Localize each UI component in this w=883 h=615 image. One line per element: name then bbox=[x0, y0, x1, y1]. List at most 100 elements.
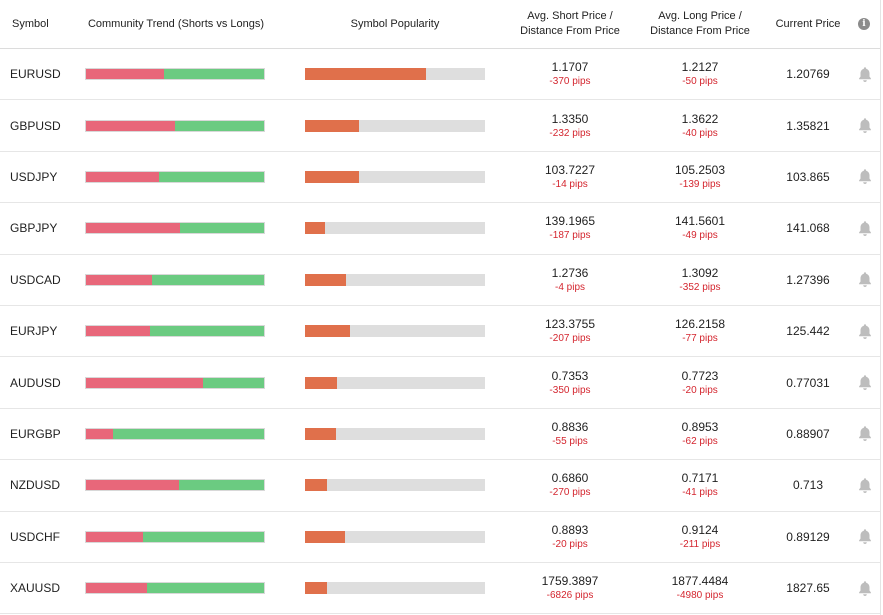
bell-icon[interactable] bbox=[857, 580, 873, 597]
header-current-price[interactable]: Current Price bbox=[775, 17, 841, 30]
alert-cell bbox=[856, 49, 874, 99]
popularity-fill bbox=[305, 273, 347, 286]
table-row[interactable]: EURJPY 123.3755 -207 pips 126.2158 -77 p… bbox=[0, 306, 880, 358]
avg-short-price: 1759.3897 bbox=[541, 574, 599, 589]
symbol-name[interactable]: GBPUSD bbox=[10, 118, 61, 133]
popularity-fill bbox=[305, 582, 327, 595]
bell-icon[interactable] bbox=[857, 220, 873, 237]
popularity-fill bbox=[305, 479, 327, 492]
short-distance-pips: -350 pips bbox=[549, 384, 591, 396]
avg-short-cell: 1.3350 -232 pips bbox=[510, 100, 630, 150]
long-distance-pips: -40 pips bbox=[682, 127, 718, 139]
popularity-fill bbox=[305, 325, 350, 338]
symbol-name[interactable]: USDCHF bbox=[10, 529, 60, 544]
symbol-name[interactable]: XAUUSD bbox=[10, 581, 61, 596]
symbol-name[interactable]: EURJPY bbox=[10, 324, 58, 339]
table-body: EURUSD 1.1707 -370 pips 1.2127 -50 pips … bbox=[0, 49, 880, 615]
symbol-name[interactable]: NZDUSD bbox=[10, 478, 60, 493]
avg-short-price: 1.2736 bbox=[551, 265, 589, 280]
table-row[interactable]: EURGBP 0.8836 -55 pips 0.8953 -62 pips 0… bbox=[0, 409, 880, 461]
bell-icon[interactable] bbox=[857, 271, 873, 288]
avg-long-price: 105.2503 bbox=[674, 162, 726, 177]
community-trend-cell bbox=[85, 100, 265, 150]
table-row[interactable]: USDCHF 0.8893 -20 pips 0.9124 -211 pips … bbox=[0, 512, 880, 563]
bell-icon[interactable] bbox=[857, 425, 873, 442]
symbol-popularity-cell bbox=[305, 512, 485, 562]
header-symbol[interactable]: Symbol bbox=[12, 17, 49, 30]
community-trend-cell bbox=[85, 203, 265, 253]
header-avg-short-price[interactable]: Avg. Short Price / Distance From Price bbox=[512, 0, 628, 48]
avg-short-price: 139.1965 bbox=[544, 214, 596, 229]
alert-cell bbox=[856, 460, 874, 510]
avg-long-price: 1.2127 bbox=[681, 60, 719, 75]
avg-short-cell: 103.7227 -14 pips bbox=[510, 152, 630, 202]
bell-icon[interactable] bbox=[857, 168, 873, 185]
community-trend-cell bbox=[85, 460, 265, 510]
avg-long-cell: 105.2503 -139 pips bbox=[640, 152, 760, 202]
shorts-segment bbox=[86, 223, 181, 234]
table-row[interactable]: NZDUSD 0.6860 -270 pips 0.7171 -41 pips … bbox=[0, 460, 880, 512]
table-row[interactable]: USDJPY 103.7227 -14 pips 105.2503 -139 p… bbox=[0, 152, 880, 204]
longs-segment bbox=[151, 274, 264, 285]
avg-short-price: 103.7227 bbox=[544, 162, 596, 177]
popularity-bar bbox=[305, 427, 485, 440]
symbol-name[interactable]: EURGBP bbox=[10, 426, 61, 441]
bell-icon[interactable] bbox=[857, 117, 873, 134]
alert-cell bbox=[856, 306, 874, 356]
table-row[interactable]: GBPUSD 1.3350 -232 pips 1.3622 -40 pips … bbox=[0, 100, 880, 152]
avg-long-cell: 0.7171 -41 pips bbox=[640, 460, 760, 510]
community-trend-bar bbox=[85, 427, 265, 440]
bell-icon[interactable] bbox=[857, 374, 873, 391]
header-symbol-popularity[interactable]: Symbol Popularity bbox=[350, 17, 440, 30]
community-trend-bar bbox=[85, 222, 265, 235]
symbol-name[interactable]: AUDUSD bbox=[10, 375, 61, 390]
avg-short-cell: 123.3755 -207 pips bbox=[510, 306, 630, 356]
symbol-name[interactable]: EURUSD bbox=[10, 67, 61, 82]
popularity-bar bbox=[305, 325, 485, 338]
bell-icon[interactable] bbox=[857, 477, 873, 494]
avg-long-cell: 1.3092 -352 pips bbox=[640, 255, 760, 305]
popularity-bar bbox=[305, 582, 485, 595]
popularity-fill bbox=[305, 119, 359, 132]
community-trend-cell bbox=[85, 306, 265, 356]
table-row[interactable]: AUDUSD 0.7353 -350 pips 0.7723 -20 pips … bbox=[0, 357, 880, 409]
header-community-trend[interactable]: Community Trend (Shorts vs Longs) bbox=[87, 17, 265, 30]
avg-long-price: 1.3622 bbox=[681, 111, 719, 126]
avg-short-price: 0.6860 bbox=[551, 471, 589, 486]
symbol-popularity-cell bbox=[305, 152, 485, 202]
community-trend-bar bbox=[85, 68, 265, 81]
shorts-segment bbox=[86, 274, 152, 285]
avg-short-price: 0.8893 bbox=[551, 522, 589, 537]
shorts-segment bbox=[86, 120, 175, 131]
community-trend-bar bbox=[85, 273, 265, 286]
table-row[interactable]: USDCAD 1.2736 -4 pips 1.3092 -352 pips 1… bbox=[0, 255, 880, 306]
table-row[interactable]: XAUUSD 1759.3897 -6826 pips 1877.4484 -4… bbox=[0, 563, 880, 615]
table-header: Symbol Community Trend (Shorts vs Longs)… bbox=[0, 0, 880, 49]
popularity-fill bbox=[305, 427, 336, 440]
table-row[interactable]: EURUSD 1.1707 -370 pips 1.2127 -50 pips … bbox=[0, 49, 880, 101]
long-distance-pips: -77 pips bbox=[682, 333, 718, 345]
bell-icon[interactable] bbox=[857, 323, 873, 340]
header-avg-long-price[interactable]: Avg. Long Price / Distance From Price bbox=[642, 0, 758, 48]
current-price: 1.27396 bbox=[786, 272, 830, 287]
header-info[interactable]: i bbox=[855, 0, 873, 48]
bell-icon[interactable] bbox=[857, 66, 873, 83]
shorts-segment bbox=[86, 531, 143, 542]
symbol-name[interactable]: USDJPY bbox=[10, 169, 58, 184]
avg-short-cell: 0.8893 -20 pips bbox=[510, 512, 630, 562]
avg-long-cell: 126.2158 -77 pips bbox=[640, 306, 760, 356]
avg-long-cell: 0.7723 -20 pips bbox=[640, 357, 760, 407]
alert-cell bbox=[856, 512, 874, 562]
symbol-name[interactable]: GBPJPY bbox=[10, 221, 58, 236]
avg-short-cell: 139.1965 -187 pips bbox=[510, 203, 630, 253]
bell-icon[interactable] bbox=[857, 528, 873, 545]
alert-cell bbox=[856, 357, 874, 407]
info-icon[interactable]: i bbox=[858, 18, 870, 30]
symbol-popularity-cell bbox=[305, 460, 485, 510]
community-trend-bar bbox=[85, 479, 265, 492]
symbol-name[interactable]: USDCAD bbox=[10, 272, 61, 287]
table-row[interactable]: GBPJPY 139.1965 -187 pips 141.5601 -49 p… bbox=[0, 203, 880, 255]
community-trend-bar bbox=[85, 582, 265, 595]
community-trend-cell bbox=[85, 512, 265, 562]
